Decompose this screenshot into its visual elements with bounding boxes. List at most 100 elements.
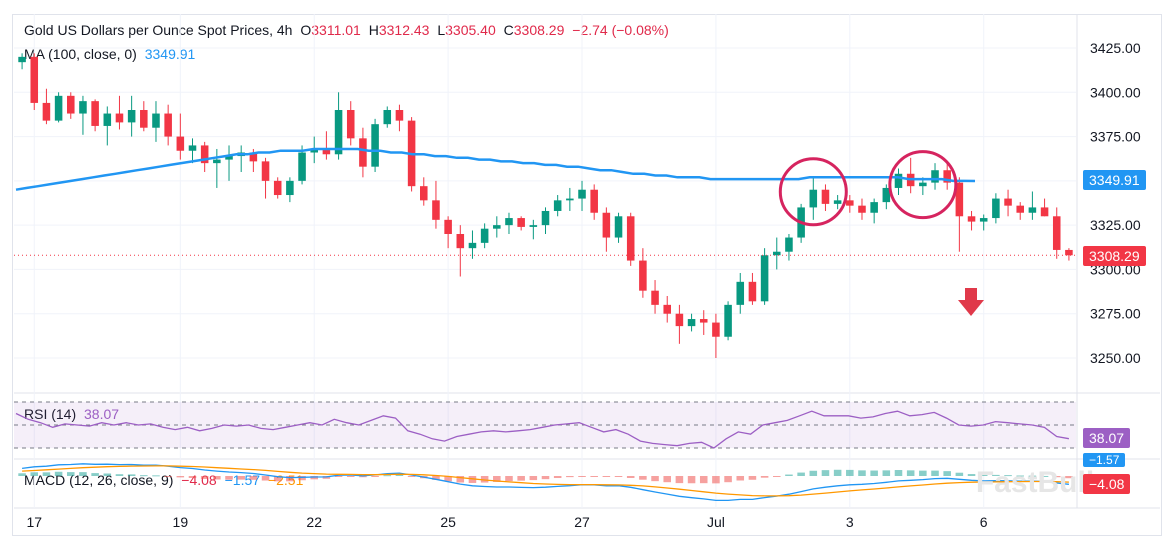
- ma-value: 3349.91: [144, 46, 196, 62]
- macd-histogram-bar: [663, 476, 671, 483]
- candle-body: [371, 124, 379, 167]
- candle-body: [541, 210, 550, 226]
- macd-histogram-bar: [67, 472, 75, 476]
- time-tick: 17: [26, 514, 42, 530]
- candle-body: [566, 198, 574, 201]
- macd-histogram-bar: [578, 476, 586, 477]
- macd-histogram-bar: [225, 476, 233, 480]
- candle-body: [67, 95, 75, 114]
- macd-histogram-bar: [943, 471, 951, 476]
- candle-body: [91, 101, 99, 126]
- watermark: FastBull: [976, 466, 1094, 499]
- candle-body: [955, 182, 964, 217]
- macd-histogram-bar: [432, 476, 440, 480]
- candle-body: [1052, 216, 1061, 250]
- candle-body: [712, 322, 720, 337]
- candle-body: [456, 234, 465, 249]
- down-arrow-icon: [958, 288, 984, 316]
- macd-histogram-bar: [699, 476, 708, 484]
- candle-body: [529, 225, 538, 227]
- macd-histogram-bar: [310, 476, 318, 480]
- macd-histogram-bar: [748, 476, 757, 480]
- macd-histogram-bar: [566, 476, 574, 478]
- candle-body: [383, 110, 392, 125]
- macd-histogram-bar: [115, 474, 124, 476]
- candle-body: [736, 281, 745, 305]
- ma-legend: MA (100, close, 0) 3349.91: [24, 46, 199, 62]
- macd-histogram-bar: [882, 470, 891, 476]
- candle-body: [699, 319, 708, 323]
- candle-body: [870, 202, 878, 213]
- macd-histogram-bar: [809, 470, 818, 476]
- macd-histogram-bar: [992, 474, 1000, 476]
- macd-histogram-bar: [164, 476, 172, 477]
- time-tick: 19: [173, 514, 189, 530]
- candle-body: [992, 198, 1000, 219]
- rsi-panel: [14, 401, 1076, 449]
- macd-histogram-bar: [493, 476, 501, 482]
- price-tick: 3275.00: [1090, 306, 1141, 322]
- rsi-line: [15, 410, 1070, 449]
- price-tick: 3425.00: [1090, 40, 1141, 56]
- macd-histogram-bar: [152, 475, 160, 477]
- rsi-value: 38.07: [84, 406, 120, 422]
- candle-body: [1028, 207, 1037, 213]
- macd-histogram-bar: [359, 476, 367, 478]
- candle-body: [517, 218, 525, 227]
- macd-histogram-bar: [395, 474, 404, 476]
- candle-body: [785, 237, 793, 252]
- candle-body: [626, 216, 635, 261]
- candle-body: [590, 189, 598, 213]
- rsi-legend: RSI (14) 38.07: [24, 406, 123, 422]
- candle-body: [833, 200, 842, 204]
- ma-price-tag: 3349.91: [1083, 170, 1146, 190]
- macd-hist-tag: −4.08: [1083, 474, 1131, 494]
- macd-histogram-bar: [237, 476, 245, 480]
- price-tick: 3400.00: [1090, 84, 1141, 100]
- candle-body: [152, 113, 160, 128]
- macd-line: [22, 463, 1069, 502]
- macd-histogram-bar: [456, 476, 465, 483]
- macd-histogram-bar: [213, 476, 221, 480]
- candle-body: [578, 189, 586, 199]
- candle-body: [359, 138, 367, 167]
- candle-body: [432, 200, 440, 220]
- macd-histogram-bar: [249, 476, 258, 480]
- macd-histogram-bar: [724, 476, 732, 483]
- candle-body: [286, 180, 294, 196]
- candle-body: [127, 110, 136, 123]
- macd-histogram-bar: [1028, 475, 1037, 477]
- candle-body: [444, 219, 452, 234]
- price-tick: 3375.00: [1090, 129, 1141, 145]
- macd-histogram-bar: [906, 470, 915, 476]
- candle-body: [943, 170, 951, 183]
- macd-histogram-bar: [858, 470, 866, 476]
- macd-histogram-bar: [639, 476, 647, 480]
- macd-histogram-bar: [18, 473, 26, 476]
- macd-histogram-bar: [480, 476, 489, 483]
- candle-body: [663, 304, 671, 314]
- candle-body: [979, 218, 988, 222]
- candle-body: [395, 110, 404, 121]
- macd-histogram-bar: [261, 476, 270, 481]
- candle-body: [1004, 198, 1012, 206]
- candle-body: [164, 113, 172, 137]
- candle-body: [213, 159, 221, 164]
- highlight-circle: [888, 150, 958, 220]
- candle-body: [602, 212, 611, 238]
- price-change: −2.74 (−0.08%): [572, 22, 669, 38]
- macd-histogram-bar: [127, 474, 136, 476]
- candle-body: [846, 200, 854, 206]
- candle-body: [310, 148, 318, 153]
- macd-histogram-bar: [967, 474, 976, 476]
- macd-histogram-bar: [468, 476, 477, 483]
- macd-histogram-bar: [553, 476, 562, 479]
- macd-histogram-bar: [602, 476, 611, 477]
- candle-body: [176, 136, 185, 151]
- candle-body: [493, 225, 501, 229]
- candle-body: [553, 200, 562, 211]
- macd-signal-line: [22, 465, 1069, 497]
- candle-body: [773, 251, 781, 256]
- candle-body: [140, 110, 148, 128]
